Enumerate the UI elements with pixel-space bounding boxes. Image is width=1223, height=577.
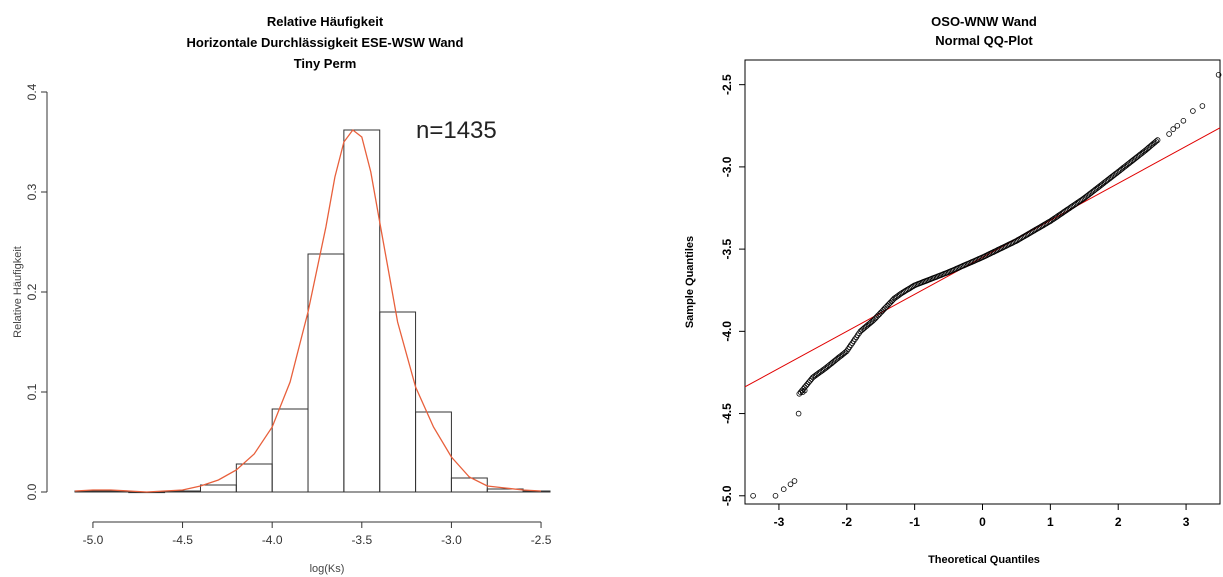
hist-y-tick-label: 0.4: [25, 83, 39, 100]
qq-point: [800, 386, 807, 392]
hist-x-tick-label: -3.5: [351, 533, 372, 547]
hist-x-tick-label: -2.5: [531, 533, 552, 547]
qq-point: [803, 382, 809, 389]
qq-y-ticks: -5.0 -4.5 -4.0 -3.5 -3.0 -2.5: [720, 74, 745, 506]
qq-point: [1054, 213, 1060, 220]
histogram-bars: [74, 129, 551, 494]
qq-point: [816, 369, 823, 376]
qq-point: [1174, 123, 1181, 129]
hist-y-tick-label: 0.0: [25, 483, 39, 500]
hist-y-tick-label: 0.2: [25, 283, 39, 300]
qq-point: [1024, 231, 1031, 238]
qq-x-tick-label: 3: [1183, 515, 1190, 529]
histogram-bar: [343, 129, 381, 493]
qq-point: [807, 377, 813, 384]
qq-point: [1180, 118, 1187, 124]
qq-point: [1199, 103, 1206, 109]
qq-point: [772, 492, 779, 499]
qq-point: [905, 286, 911, 293]
qq-point: [1170, 126, 1176, 132]
hist-x-tick-label: -3.0: [441, 533, 462, 547]
qq-point: [887, 299, 893, 306]
qq-point: [805, 379, 812, 386]
hist-x-axis-label: log(Ks): [310, 563, 345, 575]
density-curve: [74, 129, 542, 493]
qq-y-tick-label: -3.5: [720, 238, 734, 259]
qq-y-axis-label: Sample Quantiles: [684, 236, 696, 328]
qq-y-tick-label: -2.5: [720, 74, 734, 95]
hist-y-axis-label: Relative Häufigkeit: [12, 246, 24, 338]
histogram-bar: [271, 408, 309, 493]
qq-y-tick-label: -4.5: [720, 403, 734, 424]
qq-title-line-2: Normal QQ-Plot: [935, 33, 1033, 48]
qq-x-tick-label: -2: [841, 515, 852, 529]
qq-plot-frame: [744, 59, 1221, 505]
qq-x-tick-label: 0: [979, 515, 986, 529]
hist-title-line-1: Relative Häufigkeit: [267, 14, 384, 29]
qq-plot-chart: OSO-WNW Wand Normal QQ-Plot -3 -2 -1 0 1 2 3 -…: [684, 14, 1222, 566]
qq-point: [1014, 237, 1021, 243]
histogram-bar: [415, 411, 452, 493]
hist-y-tick-label: 0.1: [25, 383, 39, 400]
qq-title-line-1: OSO-WNW Wand: [931, 14, 1037, 29]
qq-point: [888, 298, 895, 305]
hist-x-ticks: -5.0 -4.5 -4.0 -3.5 -3.0 -2.5: [83, 522, 552, 547]
qq-point: [1038, 223, 1044, 230]
qq-point: [1153, 138, 1159, 145]
qq-reference-line: [744, 127, 1221, 388]
qq-point: [787, 481, 794, 488]
qq-point: [1043, 220, 1050, 227]
qq-point: [750, 492, 756, 499]
qq-point: [1021, 233, 1028, 240]
qq-x-tick-label: 2: [1115, 515, 1122, 529]
qq-point: [780, 486, 787, 493]
qq-x-ticks: -3 -2 -1 0 1 2 3: [774, 504, 1190, 529]
qq-point: [898, 290, 904, 297]
qq-point: [1040, 222, 1047, 228]
histogram-bar: [199, 484, 237, 493]
qq-point: [795, 410, 802, 417]
qq-point: [1166, 131, 1172, 137]
qq-point: [791, 478, 798, 484]
qq-point: [1031, 227, 1037, 234]
qq-point: [1073, 200, 1079, 207]
qq-x-tick-label: -1: [909, 515, 920, 529]
histogram-bar: [379, 311, 417, 493]
qq-point: [1154, 137, 1161, 143]
qq-point: [1063, 207, 1070, 213]
hist-x-tick-label: -4.0: [262, 533, 283, 547]
qq-y-tick-label: -4.0: [720, 321, 734, 342]
qq-point: [796, 390, 803, 397]
qq-y-tick-label: -5.0: [720, 485, 734, 506]
qq-point: [801, 384, 808, 391]
hist-title-line-2: Horizontale Durchlässigkeit ESE-WSW Wand: [187, 35, 464, 50]
qq-point: [804, 381, 811, 387]
histogram-bar: [450, 477, 488, 493]
histogram-bar: [307, 253, 345, 493]
qq-point: [883, 304, 889, 310]
hist-x-tick-label: -4.5: [172, 533, 193, 547]
hist-y-tick-label: 0.3: [25, 183, 39, 200]
qq-y-tick-label: -3.0: [720, 156, 734, 177]
histogram-chart: Relative Häufigkeit Horizontale Durchläs…: [12, 14, 552, 575]
sample-size-annotation: n=1435: [416, 117, 497, 144]
qq-x-axis-label: Theoretical Quantiles: [928, 554, 1040, 566]
qq-x-tick-label: -3: [774, 515, 785, 529]
qq-point: [1190, 108, 1196, 114]
qq-point: [873, 314, 880, 320]
qq-point: [1019, 234, 1025, 241]
hist-title-line-3: Tiny Perm: [294, 56, 357, 71]
qq-point: [1028, 229, 1035, 236]
histogram-bar: [235, 463, 273, 493]
qq-x-tick-label: 1: [1047, 515, 1054, 529]
qq-points: [750, 72, 1222, 499]
qq-point: [801, 387, 808, 394]
hist-y-ticks: 0.0 0.1 0.2 0.3 0.4: [25, 83, 47, 500]
hist-x-tick-label: -5.0: [83, 533, 104, 547]
qq-point: [1215, 72, 1222, 78]
